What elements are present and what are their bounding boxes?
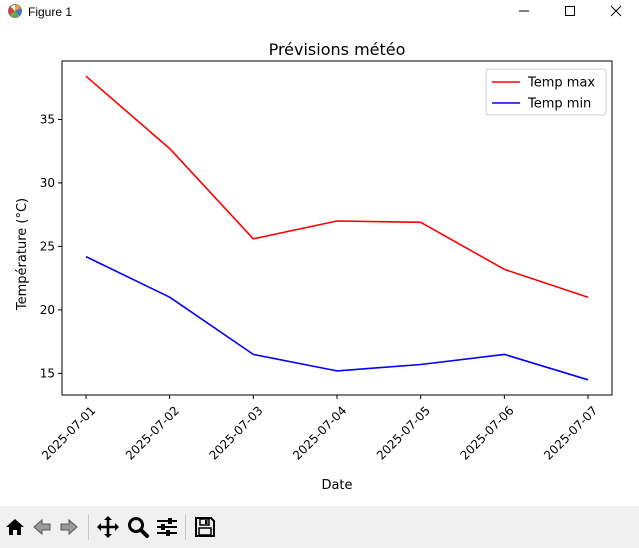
line-chart: Prévisions météo Date Température (°C) 2… — [15, 40, 613, 493]
save-icon — [195, 517, 215, 537]
legend: Temp max Temp min — [485, 68, 607, 116]
close-button[interactable] — [593, 0, 639, 22]
figure-canvas[interactable]: Prévisions météo Date Température (°C) 2… — [0, 24, 639, 506]
zoom-icon — [128, 517, 149, 538]
toolbar-separator — [88, 514, 89, 540]
x-tick-label: 2025-07-07 — [541, 403, 600, 462]
series-line-temp-min — [85, 255, 589, 381]
y-tick-label: 20 — [40, 303, 55, 317]
back-button[interactable] — [30, 515, 54, 539]
pan-icon — [97, 516, 119, 538]
maximize-icon — [565, 6, 575, 16]
forward-arrow-icon — [60, 518, 78, 536]
home-button[interactable] — [3, 515, 27, 539]
forward-button[interactable] — [57, 515, 81, 539]
window-titlebar: Figure 1 — [0, 0, 639, 24]
toolbar-separator — [185, 514, 186, 540]
back-arrow-icon — [33, 518, 51, 536]
y-tick-label: 25 — [40, 239, 55, 253]
maximize-button[interactable] — [547, 0, 593, 22]
y-tick-label: 15 — [40, 366, 55, 380]
configure-subplots-button[interactable] — [155, 515, 179, 539]
series-line-temp-max — [85, 75, 589, 298]
x-tick-label: 2025-07-03 — [206, 403, 265, 462]
home-icon — [6, 519, 24, 535]
matplotlib-icon — [8, 4, 22, 18]
y-tick-label: 30 — [40, 176, 55, 190]
legend-label: Temp min — [527, 97, 591, 112]
x-tick-label: 2025-07-04 — [290, 403, 349, 462]
x-tick-label: 2025-07-02 — [123, 403, 182, 462]
y-axis-label: Température (°C) — [15, 198, 30, 311]
configure-subplots-icon — [157, 518, 177, 536]
y-tick-label: 35 — [40, 112, 55, 126]
x-tick-label: 2025-07-01 — [39, 403, 98, 462]
zoom-button[interactable] — [126, 515, 150, 539]
x-tick-label: 2025-07-06 — [457, 403, 516, 462]
navigation-toolbar — [0, 506, 639, 548]
x-tick-label: 2025-07-05 — [374, 403, 433, 462]
pan-button[interactable] — [96, 515, 120, 539]
save-button[interactable] — [193, 515, 217, 539]
legend-label: Temp max — [527, 76, 595, 91]
close-icon — [610, 5, 622, 17]
chart-title: Prévisions météo — [269, 40, 406, 59]
x-axis-label: Date — [321, 478, 352, 493]
minimize-button[interactable] — [501, 0, 547, 22]
window-title: Figure 1 — [28, 5, 73, 19]
minimize-icon — [519, 10, 529, 12]
